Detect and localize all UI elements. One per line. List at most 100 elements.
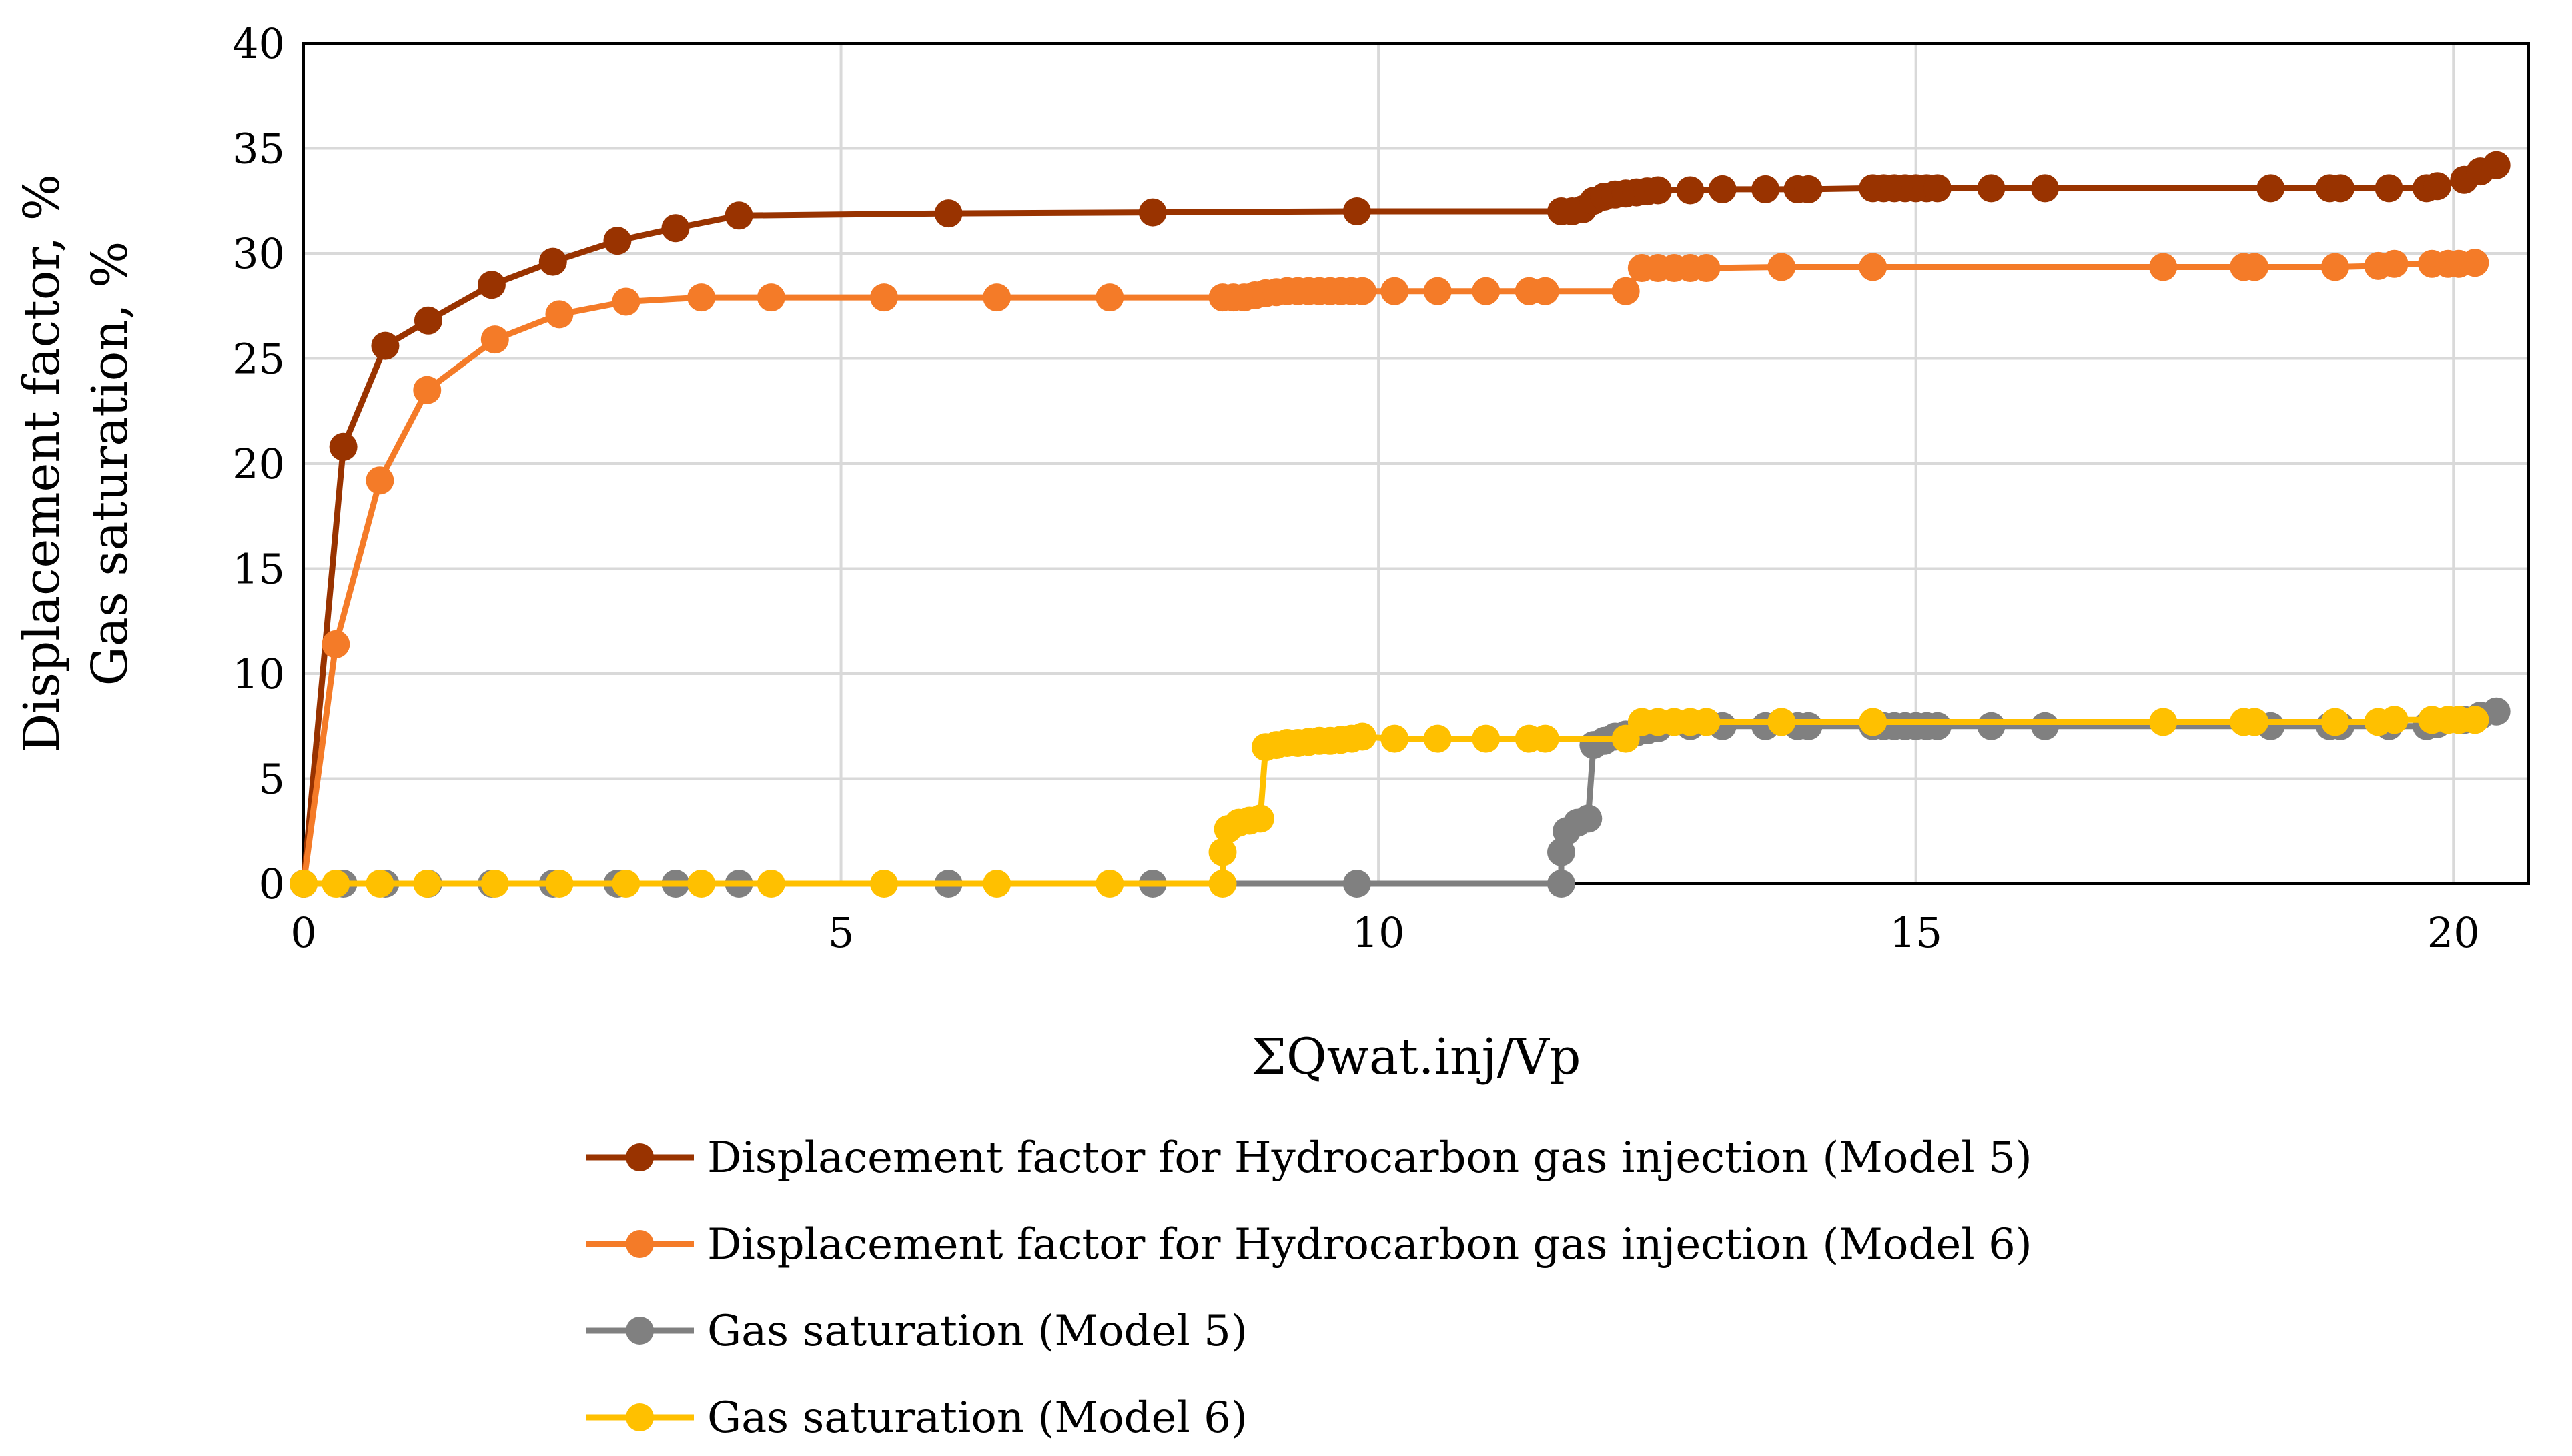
y-tick-label: 0 <box>259 860 285 908</box>
y-tick-label: 20 <box>232 440 285 488</box>
data-point <box>1923 712 1952 740</box>
data-point <box>2240 253 2269 281</box>
legend-label: Displacement factor for Hydrocarbon gas … <box>707 1133 2032 1183</box>
data-point <box>2461 249 2489 277</box>
legend-label: Gas saturation (Model 6) <box>707 1393 1248 1443</box>
data-point <box>1676 176 1705 205</box>
data-point <box>1423 277 1452 305</box>
legend-item: Gas saturation (Model 6) <box>586 1393 1248 1443</box>
data-point <box>1859 253 1887 281</box>
x-tick-label: 10 <box>1352 908 1405 957</box>
data-point <box>1208 870 1237 898</box>
legend-label: Displacement factor for Hydrocarbon gas … <box>707 1220 2032 1269</box>
series-4 <box>290 706 2489 898</box>
data-point <box>413 376 442 404</box>
data-point <box>1794 175 1823 203</box>
data-point <box>1380 277 1409 305</box>
data-point <box>414 306 442 335</box>
legend-item: Gas saturation (Model 5) <box>586 1307 1248 1356</box>
legend: Displacement factor for Hydrocarbon gas … <box>586 1133 2032 1443</box>
data-point <box>757 870 785 898</box>
data-point <box>1096 283 1124 312</box>
data-point <box>366 870 394 898</box>
data-point <box>2380 249 2409 278</box>
data-point <box>480 870 509 898</box>
data-point <box>934 199 963 228</box>
data-point <box>1246 804 1274 833</box>
data-point <box>545 300 574 329</box>
data-point <box>1348 722 1376 751</box>
data-point <box>1547 870 1575 898</box>
data-point <box>2375 174 2403 203</box>
data-point <box>2380 706 2409 734</box>
y-tick-label: 25 <box>232 335 285 384</box>
data-point <box>1472 724 1501 753</box>
data-point <box>725 201 753 230</box>
y-axis-title-line-1: Displacement factor, % <box>13 174 71 753</box>
data-point <box>687 870 716 898</box>
data-point <box>2149 708 2178 736</box>
series-layer <box>290 151 2511 898</box>
data-point <box>1342 197 1371 225</box>
y-tick-label: 30 <box>232 229 285 278</box>
data-point <box>545 870 574 898</box>
legend-marker <box>626 1403 654 1431</box>
data-point <box>1547 838 1575 866</box>
data-point <box>612 870 640 898</box>
data-point <box>322 630 350 658</box>
data-point <box>480 325 509 354</box>
legend-label: Gas saturation (Model 5) <box>707 1307 1248 1356</box>
data-point <box>1531 277 1559 305</box>
data-point <box>2256 174 2285 203</box>
data-point <box>413 870 442 898</box>
legend-item: Displacement factor for Hydrocarbon gas … <box>586 1133 2032 1183</box>
data-point <box>1531 724 1559 753</box>
data-point <box>1348 277 1376 305</box>
data-point <box>1574 804 1603 833</box>
data-point <box>322 870 350 898</box>
data-point <box>1472 277 1501 305</box>
data-point <box>1708 175 1737 203</box>
data-point <box>1692 254 1721 283</box>
y-tick-label: 10 <box>232 650 285 698</box>
data-point <box>1342 870 1371 898</box>
data-point <box>983 870 1011 898</box>
data-point <box>1977 174 2006 203</box>
legend-marker <box>626 1230 654 1258</box>
x-tick-label: 15 <box>1889 908 1942 957</box>
series-2 <box>290 249 2489 898</box>
data-point <box>329 432 358 461</box>
data-point <box>2482 151 2511 179</box>
data-point <box>1138 198 1167 227</box>
x-axis-title: ΣQwat.inj/Vp <box>1252 1028 1581 1086</box>
y-axis-title-line-2: Gas saturation, % <box>81 241 139 686</box>
series-1 <box>290 151 2511 898</box>
data-point <box>2031 712 2059 740</box>
data-point <box>371 331 400 360</box>
data-point <box>2321 708 2349 736</box>
data-point <box>1208 838 1237 866</box>
data-point <box>870 283 898 312</box>
data-point <box>2149 253 2178 281</box>
data-point <box>612 287 640 316</box>
tick-labels: 0 5 10 15 20 25 30 35 40 0 5 10 15 20 <box>232 19 2480 957</box>
data-point <box>2031 174 2059 203</box>
x-tick-label: 0 <box>290 908 316 957</box>
data-point <box>538 247 567 276</box>
y-tick-label: 40 <box>232 19 285 68</box>
data-point <box>661 214 690 243</box>
data-point <box>1423 724 1452 753</box>
x-tick-label: 5 <box>828 908 854 957</box>
y-tick-label: 5 <box>259 755 285 804</box>
data-point <box>1767 253 1796 281</box>
legend-marker <box>626 1143 654 1171</box>
data-point <box>687 283 716 312</box>
data-point <box>757 283 785 312</box>
data-point <box>477 271 506 299</box>
legend-marker <box>626 1317 654 1345</box>
data-point <box>2482 697 2511 726</box>
data-point <box>1644 176 1672 205</box>
data-point <box>1923 174 1952 203</box>
y-tick-label: 35 <box>232 125 285 173</box>
